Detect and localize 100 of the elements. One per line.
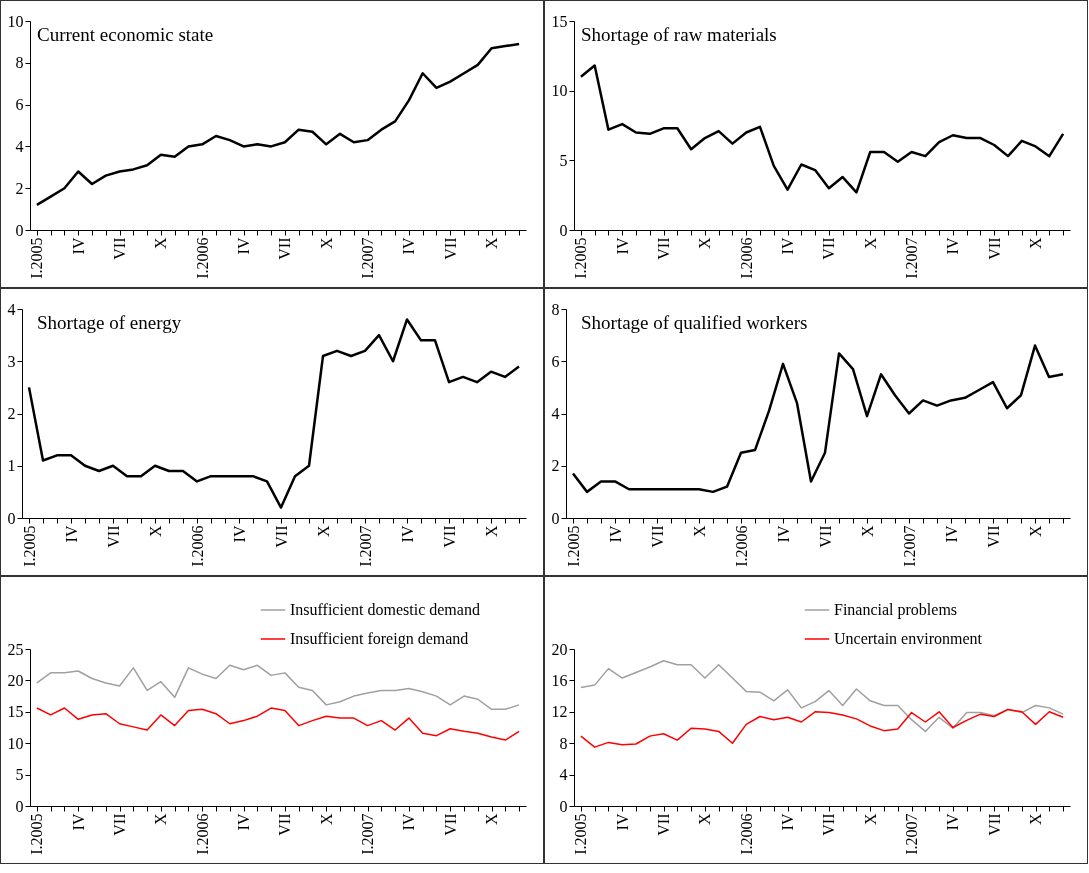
x-tick-label: VII — [441, 237, 459, 260]
y-tick-label: 0 — [551, 509, 560, 527]
chart-title: Shortage of raw materials — [581, 24, 777, 45]
x-tick-label: IV — [230, 525, 248, 543]
line-series — [571, 344, 1065, 494]
y-tick-label: 25 — [7, 640, 24, 658]
x-tick-label: X — [152, 813, 170, 826]
y-tick-label: 20 — [7, 671, 24, 689]
y-tick-label: 8 — [559, 734, 568, 752]
line-series — [579, 64, 1065, 194]
x-tick-label: X — [858, 525, 876, 538]
x-tick-label: IV — [613, 813, 631, 831]
y-tick-label: 4 — [559, 766, 568, 784]
x-tick-label: I.2005 — [28, 813, 46, 855]
x-tick-label: X — [690, 525, 708, 538]
y-tick-label: 10 — [7, 734, 24, 752]
x-tick-label: VII — [272, 525, 290, 548]
x-tick-label: VII — [648, 525, 666, 548]
y-tick-label: 10 — [551, 82, 568, 100]
x-tick-label: X — [696, 237, 714, 250]
x-tick-label: IV — [774, 525, 792, 543]
x-tick-label: X — [146, 525, 164, 538]
x-tick-label: IV — [779, 813, 797, 831]
y-tick-label: 15 — [551, 12, 568, 30]
x-tick-label: I.2007 — [359, 237, 377, 279]
x-tick-label: IV — [779, 237, 797, 255]
y-tick-label: 20 — [551, 640, 568, 658]
x-tick-label: IV — [942, 525, 960, 543]
x-tick-label: VII — [820, 237, 838, 260]
x-tick-label: X — [861, 237, 879, 250]
x-tick-label: I.2007 — [356, 525, 374, 567]
legend-label: Insufficient domestic demand — [290, 601, 480, 618]
chart-title: Shortage of qualified workers — [581, 312, 808, 333]
legend-label: Financial problems — [834, 601, 958, 619]
x-tick-label: IV — [944, 237, 962, 255]
y-tick-label: 0 — [7, 509, 16, 527]
x-tick-label: X — [152, 237, 170, 250]
x-tick-label: I.2006 — [193, 237, 211, 279]
y-tick-label: 0 — [559, 797, 568, 815]
y-tick-label: 6 — [551, 352, 560, 370]
line-series — [580, 708, 1064, 748]
x-tick-label: I.2007 — [903, 813, 921, 855]
x-tick-label: IV — [400, 237, 418, 255]
x-tick-label: IV — [944, 813, 962, 831]
x-tick-label: X — [1027, 813, 1045, 826]
x-tick-label: IV — [606, 525, 624, 543]
chart-title: Shortage of energy — [37, 312, 182, 333]
line-series — [580, 660, 1064, 733]
x-tick-label: VII — [276, 237, 294, 260]
x-tick-label: I.2005 — [564, 525, 582, 567]
x-tick-label: VII — [655, 813, 673, 836]
x-tick-label: I.2006 — [732, 525, 750, 567]
y-tick-label: 2 — [551, 457, 560, 475]
x-tick-label: X — [1026, 525, 1044, 538]
chart-title: Current economic state — [37, 24, 214, 45]
y-tick-label: 6 — [15, 96, 24, 114]
x-tick-label: IV — [400, 813, 418, 831]
x-tick-label: VII — [985, 237, 1003, 260]
x-tick-label: I.2005 — [20, 525, 38, 567]
x-tick-label: VII — [440, 525, 458, 548]
x-tick-label: X — [696, 813, 714, 826]
y-tick-label: 2 — [7, 405, 16, 422]
x-tick-label: IV — [613, 237, 631, 255]
x-tick-label: IV — [62, 525, 80, 543]
line-series — [35, 42, 521, 207]
x-tick-label: IV — [235, 237, 253, 255]
y-tick-label: 4 — [15, 137, 24, 155]
x-tick-label: I.2005 — [28, 237, 46, 279]
x-tick-label: I.2006 — [188, 525, 206, 567]
y-tick-label: 0 — [15, 221, 24, 239]
y-tick-label: 5 — [559, 151, 568, 169]
x-tick-label: VII — [441, 813, 459, 836]
x-tick-label: I.2007 — [903, 237, 921, 279]
x-tick-label: IV — [235, 813, 253, 831]
x-tick-label: VII — [111, 237, 129, 260]
x-tick-label: X — [483, 813, 501, 826]
x-tick-label: IV — [69, 237, 87, 255]
y-tick-label: 0 — [15, 797, 24, 815]
x-tick-label: VII — [984, 525, 1002, 548]
y-tick-label: 4 — [551, 405, 560, 422]
line-series — [36, 707, 520, 741]
x-tick-label: VII — [816, 525, 834, 548]
x-tick-label: VII — [111, 813, 129, 836]
y-tick-label: 10 — [7, 12, 24, 30]
x-tick-label: X — [317, 237, 335, 250]
y-tick-label: 12 — [551, 703, 568, 721]
x-tick-label: I.2006 — [737, 237, 755, 279]
x-tick-label: I.2005 — [572, 813, 590, 855]
x-tick-label: X — [861, 813, 879, 826]
legend-label: Insufficient foreign demand — [290, 630, 469, 648]
y-tick-label: 0 — [559, 221, 568, 239]
x-tick-label: IV — [69, 813, 87, 831]
x-tick-label: VII — [985, 813, 1003, 836]
x-tick-label: I.2007 — [359, 813, 377, 855]
y-tick-label: 5 — [15, 766, 24, 784]
y-tick-label: 8 — [551, 300, 560, 318]
line-series — [36, 664, 520, 711]
x-tick-label: X — [314, 525, 332, 538]
x-tick-label: X — [1027, 237, 1045, 250]
x-tick-label: X — [317, 813, 335, 826]
